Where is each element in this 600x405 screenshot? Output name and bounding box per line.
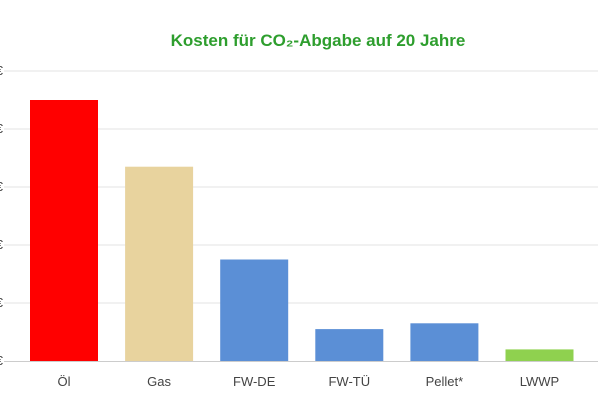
y-tick-label: € <box>0 63 4 78</box>
bar-1 <box>125 166 194 361</box>
x-tick-label: Öl <box>58 374 71 389</box>
y-tick-label: € <box>0 353 4 368</box>
y-axis-tick-labels: € € € € € € <box>0 63 4 368</box>
x-tick-label: Gas <box>147 374 171 389</box>
bars <box>30 100 574 361</box>
x-tick-label: FW-TÜ <box>328 374 370 389</box>
bar-3 <box>315 329 384 361</box>
x-tick-label: Pellet* <box>426 374 464 389</box>
y-tick-label: € <box>0 295 4 310</box>
gridlines <box>4 70 598 304</box>
chart-title: Kosten für CO₂-Abgabe auf 20 Jahre <box>171 31 466 50</box>
y-tick-label: € <box>0 237 4 252</box>
bar-0 <box>30 100 98 361</box>
x-axis-tick-labels: Öl Gas FW-DE FW-TÜ Pellet* LWWP <box>58 374 560 389</box>
y-tick-label: € <box>0 179 4 194</box>
y-tick-label: € <box>0 121 4 136</box>
x-tick-label: FW-DE <box>233 374 276 389</box>
bar-5 <box>505 349 574 361</box>
bar-4 <box>410 323 479 361</box>
x-tick-label: LWWP <box>520 374 559 389</box>
bar-2 <box>220 259 289 361</box>
